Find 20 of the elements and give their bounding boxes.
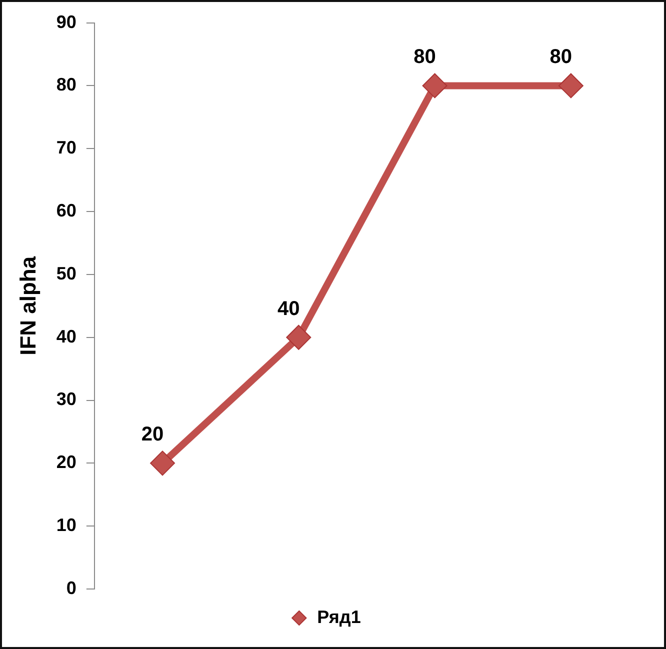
data-label: 80 bbox=[414, 46, 436, 68]
y-tick-label: 10 bbox=[56, 515, 76, 536]
y-tick-label: 30 bbox=[56, 389, 76, 410]
y-tick-label: 80 bbox=[56, 74, 76, 95]
data-label: 80 bbox=[550, 46, 572, 68]
data-label: 20 bbox=[141, 424, 164, 446]
y-tick-label: 0 bbox=[66, 578, 76, 598]
y-tick-label: 50 bbox=[56, 263, 76, 284]
y-tick-label: 40 bbox=[56, 326, 76, 346]
y-tick-label: 20 bbox=[56, 452, 76, 472]
point bbox=[422, 73, 448, 98]
legend-label: Ряд1 bbox=[317, 606, 361, 627]
y-axis-title: IFN alpha bbox=[15, 256, 40, 356]
point bbox=[558, 73, 584, 98]
data-label: 40 bbox=[278, 298, 300, 320]
y-tick-label: 90 bbox=[56, 12, 76, 32]
point bbox=[286, 324, 312, 350]
y-tick-label: 60 bbox=[56, 200, 76, 220]
y-tick-label: 70 bbox=[56, 138, 76, 158]
point bbox=[150, 450, 175, 476]
